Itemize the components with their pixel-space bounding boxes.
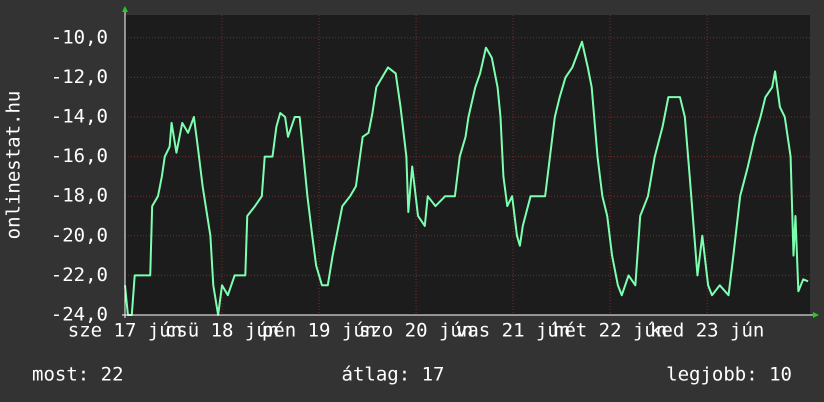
x-tick-label: sze 17 jún: [68, 320, 182, 342]
plot: [124, 40, 809, 316]
y-tick-label: -20,0: [51, 224, 108, 246]
y-tick-label: -16,0: [51, 145, 108, 167]
x-tick-label: hét 22 jún: [553, 320, 667, 342]
x-axis-arrow: [813, 312, 819, 318]
footer-average: átlag: 17: [342, 364, 445, 386]
x-tick-label: ked 23 jún: [650, 320, 764, 342]
y-tick-label: -12,0: [51, 66, 108, 88]
y-tick-label: -24,0: [51, 304, 108, 326]
y-axis-arrow: [122, 6, 128, 12]
y-axis-title: onlinestat.hu: [3, 91, 25, 240]
y-tick-label: -10,0: [51, 26, 108, 48]
footer-best: legjobb: 10: [666, 364, 792, 386]
x-tick-label: vas 21 jún: [456, 320, 570, 342]
x-tick-label: pén 19 jún: [262, 320, 376, 342]
x-tick-label: szo 20 jún: [359, 320, 473, 342]
x-tick-label: csü 18 jún: [165, 320, 279, 342]
grid: [124, 15, 810, 316]
y-tick-label: -14,0: [51, 105, 108, 127]
data-line: [124, 40, 809, 316]
y-tick-label: -22,0: [51, 264, 108, 286]
footer-current: most: 22: [32, 364, 124, 386]
y-tick-label: -18,0: [51, 185, 108, 207]
